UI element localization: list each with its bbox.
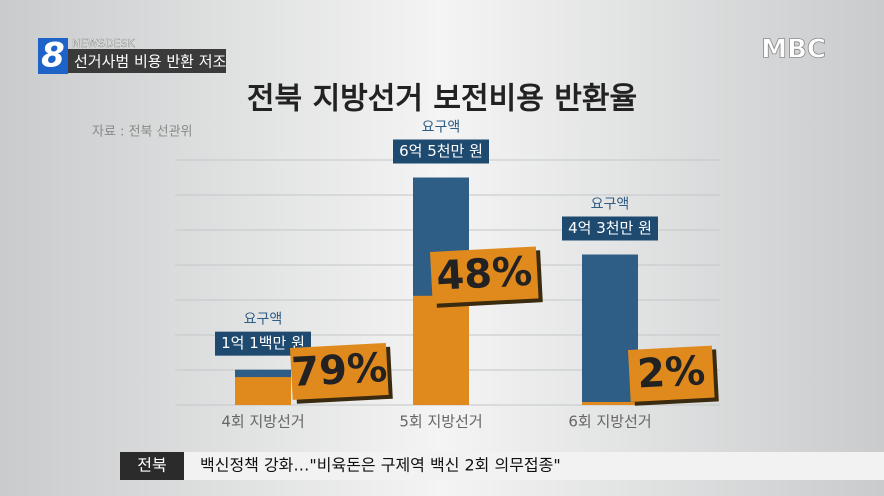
ticker-text: 백신정책 강화…"비육돈은 구제역 백신 2회 의무접종" <box>200 456 561 475</box>
series-name: 요구액 <box>591 197 630 213</box>
refund-bar <box>582 401 638 405</box>
rate-badge <box>627 345 715 402</box>
headline: 선거사범 비용 반환 저조 <box>74 53 227 71</box>
value-label: 4억 3천만 원 <box>568 219 652 237</box>
bar <box>582 254 638 405</box>
value-label: 1억 1백만 원 <box>221 334 305 352</box>
value-label-box <box>562 216 658 241</box>
rate-label: 79% <box>290 345 388 396</box>
value-label: 6억 5천만 원 <box>399 142 483 160</box>
series-name: 요구액 <box>244 312 283 328</box>
rate-badge <box>290 342 389 400</box>
refund-bar <box>235 377 291 405</box>
x-tick-label: 4회 지방선거 <box>221 413 304 431</box>
channel: 8 <box>41 36 65 76</box>
logo: MBC <box>761 35 826 65</box>
rate-label: 2% <box>636 348 706 397</box>
x-tick-label: 5회 지방선거 <box>399 413 482 431</box>
rate-label: 48% <box>435 249 533 300</box>
series-name: 요구액 <box>422 120 461 136</box>
source: 자료 : 전북 선관위 <box>92 125 193 140</box>
x-tick-label: 6회 지방선거 <box>568 413 651 431</box>
rate-badge <box>430 246 539 304</box>
ticker-region: 전북 <box>137 456 166 475</box>
channel-badge <box>38 38 68 74</box>
headline-box <box>68 49 226 73</box>
program: NEWSDESK <box>72 37 135 50</box>
ticker-region-box <box>120 452 184 480</box>
refund-bar <box>413 295 469 405</box>
ticker-box <box>184 452 884 480</box>
chart-title: 전북 지방선거 보전비용 반환율 <box>247 82 637 117</box>
value-label-box <box>393 139 489 164</box>
